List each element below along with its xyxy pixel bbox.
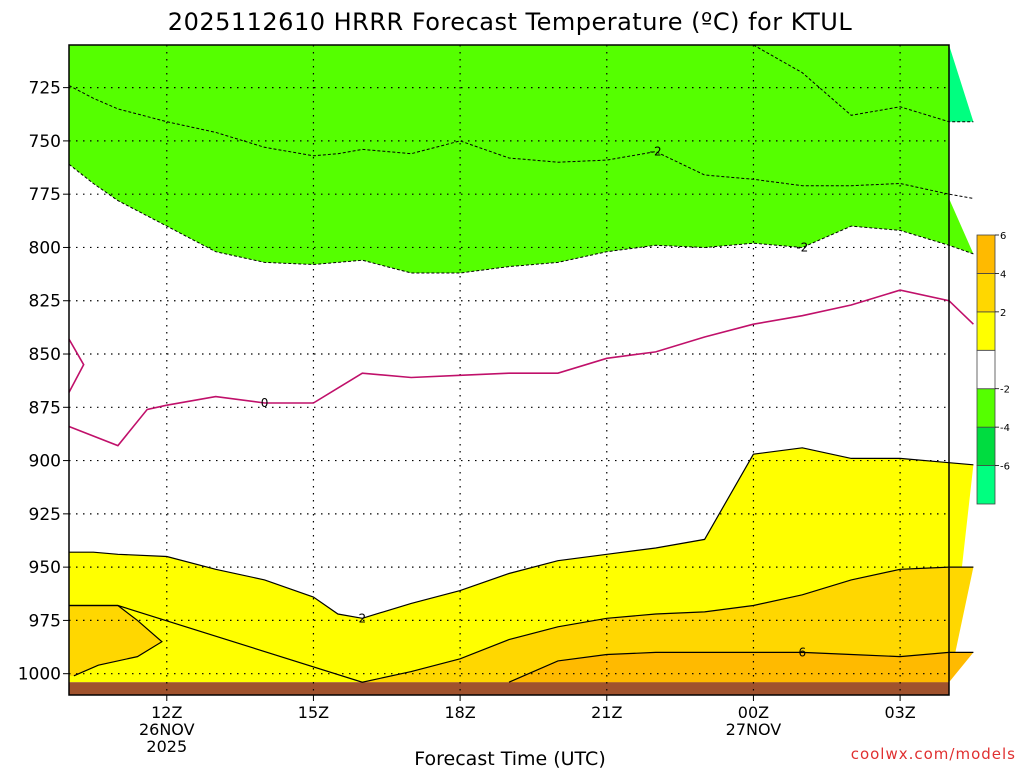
isotherm-label: 2 <box>359 611 367 625</box>
isotherm-4-left <box>69 604 163 677</box>
x-tick-label: 12Z <box>151 703 182 722</box>
isotherm-0-left <box>68 338 85 393</box>
fill-minus4-to-minus2 <box>69 45 974 273</box>
colorbar-label: -6 <box>1000 462 1010 473</box>
isotherm-0 <box>166 289 974 406</box>
colorbar-label: -4 <box>1000 423 1010 434</box>
x-tick-label: 03Z <box>884 703 915 722</box>
y-tick-label: 775 <box>29 185 61 205</box>
y-axis: 725 750 775 800 825 850 875 900 925 950 975 1000 <box>18 79 69 685</box>
y-tick-label: 750 <box>29 132 61 152</box>
y-tick-label: 875 <box>29 398 61 418</box>
isotherm-label: -2 <box>796 240 808 254</box>
isotherm--2 <box>68 163 974 274</box>
y-tick-label: 1000 <box>18 665 61 685</box>
isotherm-6 <box>508 651 974 683</box>
fill-6-to-8 <box>509 652 974 683</box>
isotherm-2 <box>69 447 974 619</box>
colorbar: -6 -4 -2 2 4 6 <box>976 231 1010 505</box>
colorbar-swatch <box>976 234 996 274</box>
colorbar-swatch <box>976 426 996 466</box>
y-tick-label: 975 <box>29 611 61 631</box>
y-tick-label: 725 <box>29 79 61 99</box>
y-tick-label: 800 <box>29 238 61 258</box>
plot-area: -2 -2 0 2 6 <box>68 44 974 696</box>
isotherm-labels: -2 -2 0 2 6 <box>261 145 809 660</box>
x-tick-label: 26NOV <box>139 720 195 739</box>
colorbar-swatch <box>976 388 996 428</box>
x-tick-label: 27NOV <box>726 720 782 739</box>
x-tick-label: 00Z <box>738 703 769 722</box>
y-tick-label: 925 <box>29 505 61 525</box>
isotherm-label: 0 <box>261 396 269 410</box>
x-tick-label: 18Z <box>444 703 475 722</box>
y-tick-label: 950 <box>29 558 61 578</box>
plot-frame <box>68 44 950 696</box>
isotherm-0-left2 <box>68 404 167 447</box>
colorbar-label: 2 <box>1000 308 1006 319</box>
colorbar-label: 6 <box>1000 231 1006 242</box>
y-tick-label: 900 <box>29 452 61 472</box>
isotherm-label: 6 <box>799 645 807 659</box>
ground-below-surface <box>69 682 949 695</box>
chart-title: 2025112610 HRRR Forecast Temperature (ºC… <box>168 8 853 36</box>
isotherm--2 <box>68 85 974 199</box>
colorbar-label: -2 <box>1000 385 1010 396</box>
y-tick-label: 850 <box>29 345 61 365</box>
x-axis-label: Forecast Time (UTC) <box>414 748 605 768</box>
isotherm--4 <box>753 44 974 123</box>
x-tick-label: 2025 <box>146 737 187 756</box>
colorbar-swatch <box>976 273 996 313</box>
y-tick-label: 825 <box>29 292 61 312</box>
isotherm-4 <box>69 566 974 683</box>
colorbar-swatch <box>976 465 996 505</box>
colorbar-swatch <box>976 311 996 351</box>
isotherm-lines <box>68 44 974 683</box>
x-tick-label: 15Z <box>298 703 329 722</box>
colorbar-swatch <box>976 349 996 390</box>
x-tick-label: 21Z <box>591 703 622 722</box>
isotherm-label: -2 <box>650 145 662 159</box>
credit-text: coolwx.com/models <box>851 745 1016 763</box>
colorbar-label: 4 <box>1000 269 1006 280</box>
